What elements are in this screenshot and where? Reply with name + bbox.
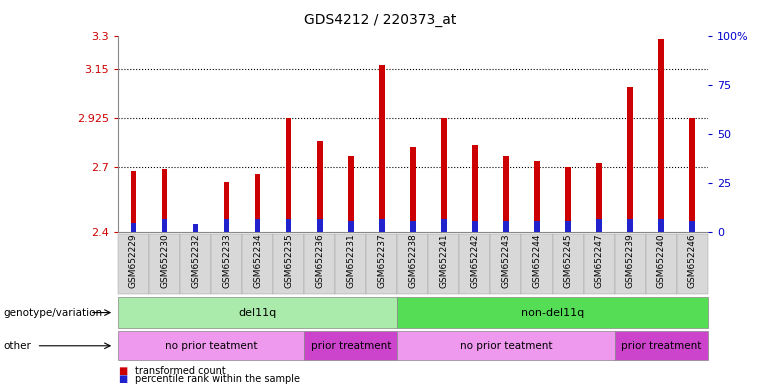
Text: no prior teatment: no prior teatment [165, 341, 257, 351]
Bar [348, 220, 354, 232]
Bar [441, 118, 447, 232]
Text: genotype/variation: genotype/variation [4, 308, 103, 318]
Bar [534, 161, 540, 232]
Bar [689, 220, 695, 232]
Text: GDS4212 / 220373_at: GDS4212 / 220373_at [304, 13, 457, 27]
Bar [317, 218, 323, 232]
Bar [689, 118, 695, 232]
Bar [472, 220, 478, 232]
Bar [503, 156, 509, 232]
Bar [565, 220, 571, 232]
Bar [131, 171, 136, 232]
Bar [597, 163, 602, 232]
Bar [286, 118, 291, 232]
Bar [379, 65, 384, 232]
Text: non-del11q: non-del11q [521, 308, 584, 318]
Text: transformed count: transformed count [135, 366, 225, 376]
Bar [658, 39, 664, 232]
Text: del11q: del11q [238, 308, 277, 318]
Bar [379, 218, 384, 232]
Text: other: other [4, 341, 32, 351]
Text: no prior teatment: no prior teatment [460, 341, 552, 351]
Bar [410, 220, 416, 232]
Bar [565, 167, 571, 232]
Bar [597, 218, 602, 232]
Bar [193, 228, 199, 232]
Bar [627, 86, 633, 232]
Bar [224, 182, 229, 232]
Bar [193, 225, 199, 232]
Bar [131, 222, 136, 232]
Bar [224, 218, 229, 232]
Bar [627, 218, 633, 232]
Text: prior treatment: prior treatment [621, 341, 702, 351]
Bar [658, 218, 664, 232]
Text: prior treatment: prior treatment [310, 341, 391, 351]
Text: ■: ■ [118, 374, 127, 384]
Bar [317, 141, 323, 232]
Text: ■: ■ [118, 366, 127, 376]
Bar [255, 218, 260, 232]
Text: percentile rank within the sample: percentile rank within the sample [135, 374, 300, 384]
Bar [472, 145, 478, 232]
Bar [162, 169, 167, 232]
Bar [255, 174, 260, 232]
Bar [503, 220, 509, 232]
Bar [286, 218, 291, 232]
Bar [410, 147, 416, 232]
Bar [534, 220, 540, 232]
Bar [441, 218, 447, 232]
Bar [162, 218, 167, 232]
Bar [348, 156, 354, 232]
